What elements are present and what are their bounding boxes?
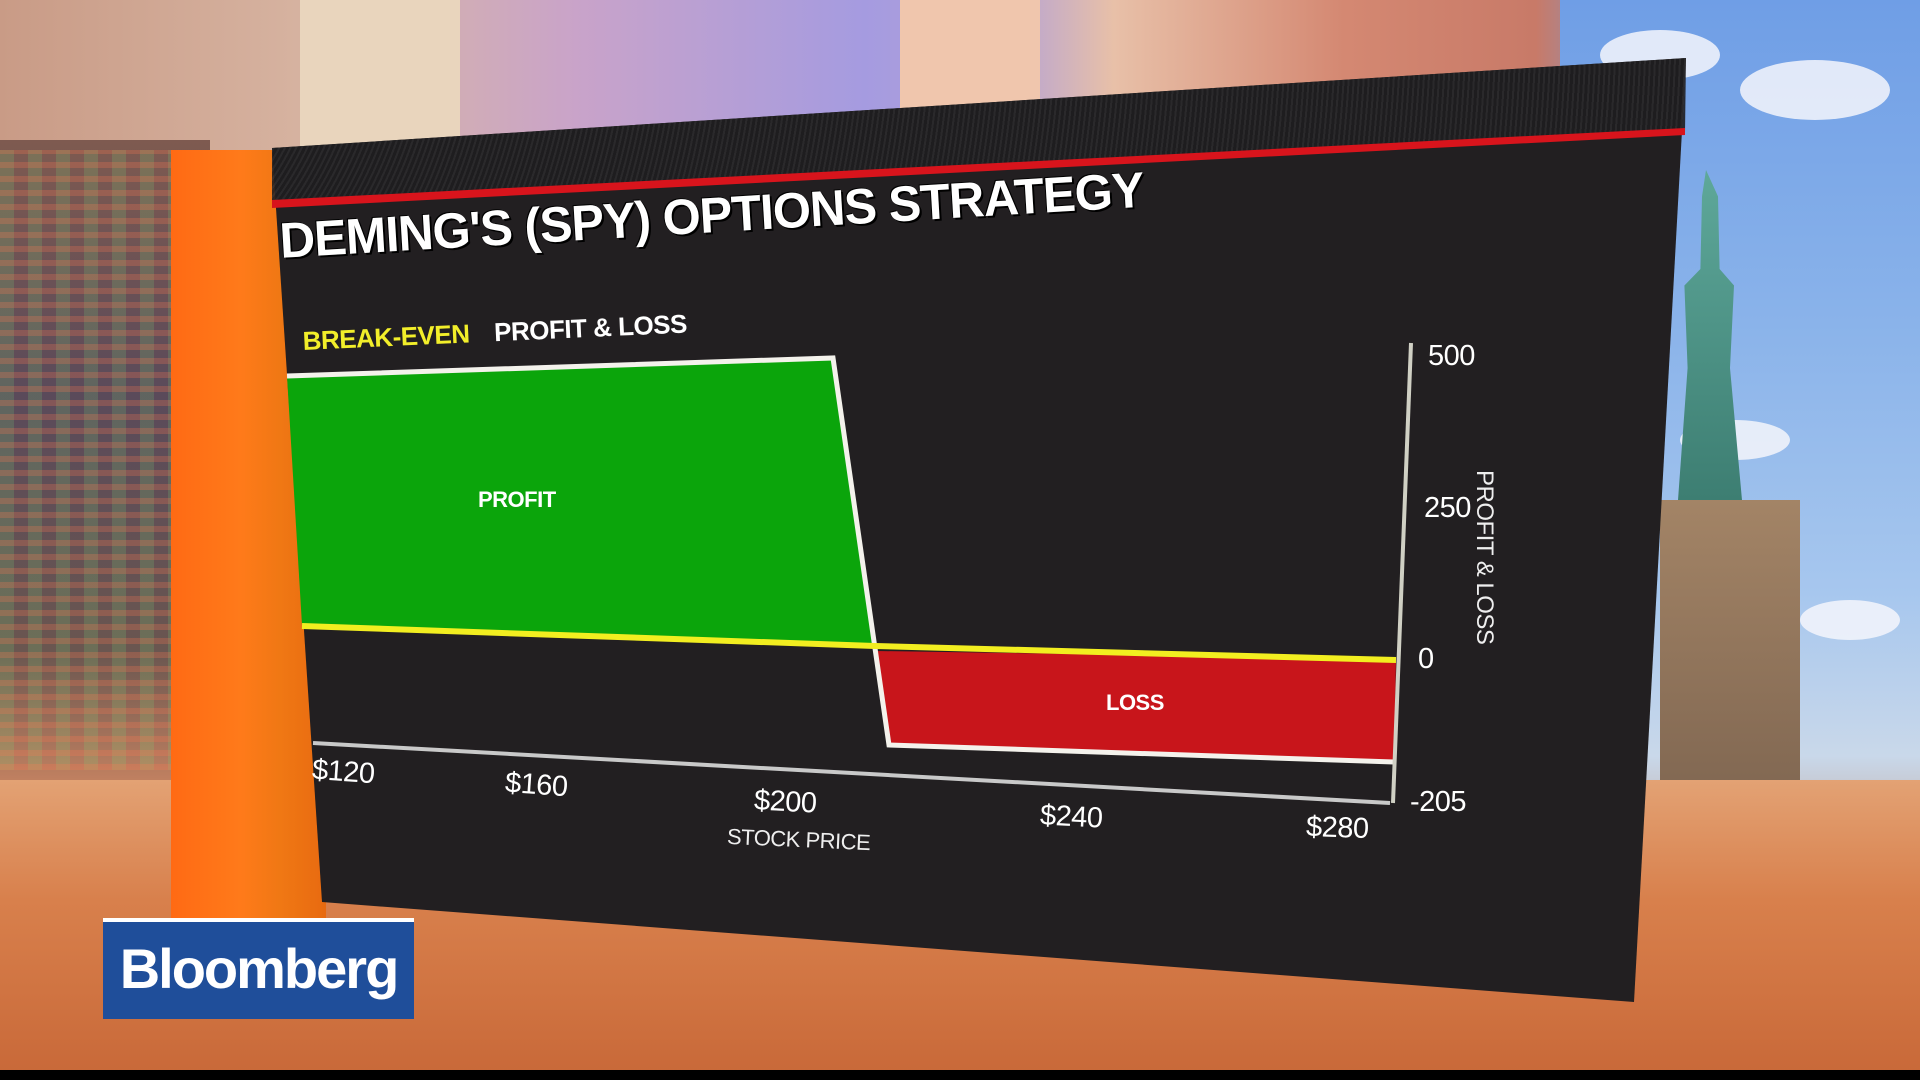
bloomberg-logo: Bloomberg	[103, 918, 414, 1019]
x-axis-line	[312, 741, 1391, 805]
pnl-line	[286, 355, 1395, 765]
profit-area	[287, 358, 874, 644]
set-block	[300, 0, 460, 150]
cloud	[1800, 600, 1900, 640]
x-tick-160: $160	[503, 766, 569, 804]
y-tick-250: 250	[1424, 492, 1471, 524]
cloud	[1740, 60, 1890, 120]
statue-pedestal	[1660, 500, 1800, 820]
profit-label: PROFIT	[478, 487, 556, 512]
y-axis-line	[1391, 342, 1413, 804]
logo-text: Bloomberg	[119, 937, 400, 1000]
loss-area	[877, 651, 1396, 760]
y-axis-title: PROFIT & LOSS	[1471, 470, 1498, 645]
y-tick-neg205: -205	[1410, 786, 1467, 818]
break-even-line	[301, 623, 1397, 663]
set-block	[900, 0, 1040, 110]
x-tick-200: $200	[753, 784, 818, 820]
y-tick-500: 500	[1428, 340, 1475, 372]
loss-label: LOSS	[1106, 690, 1164, 715]
letterbox-bar	[0, 1070, 1920, 1080]
x-tick-240: $240	[1039, 799, 1104, 835]
x-tick-280: $280	[1305, 810, 1370, 846]
y-tick-0: 0	[1418, 643, 1434, 675]
x-tick-120: $120	[310, 753, 376, 791]
